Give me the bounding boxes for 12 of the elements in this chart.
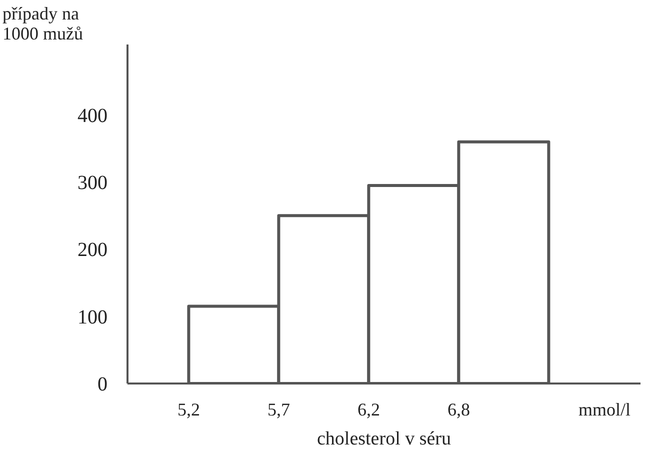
x-tick-label: 5,7 bbox=[267, 400, 290, 420]
y-axis-title: případy na 1000 mužů bbox=[2, 4, 83, 44]
x-tick-label: 6,8 bbox=[447, 400, 470, 420]
y-tick-label: 200 bbox=[78, 239, 108, 262]
y-tick-label: 0 bbox=[98, 374, 108, 396]
text: mmol/l bbox=[578, 400, 631, 420]
y-tick-label: 400 bbox=[78, 104, 108, 127]
y-tick-label: 300 bbox=[78, 172, 108, 194]
y-tick-label: 100 bbox=[78, 306, 108, 328]
x-axis-title: cholesterol v séru bbox=[316, 428, 452, 450]
x-tick-label: 5,2 bbox=[177, 400, 200, 420]
x-tick-label: 6,2 bbox=[357, 400, 380, 420]
